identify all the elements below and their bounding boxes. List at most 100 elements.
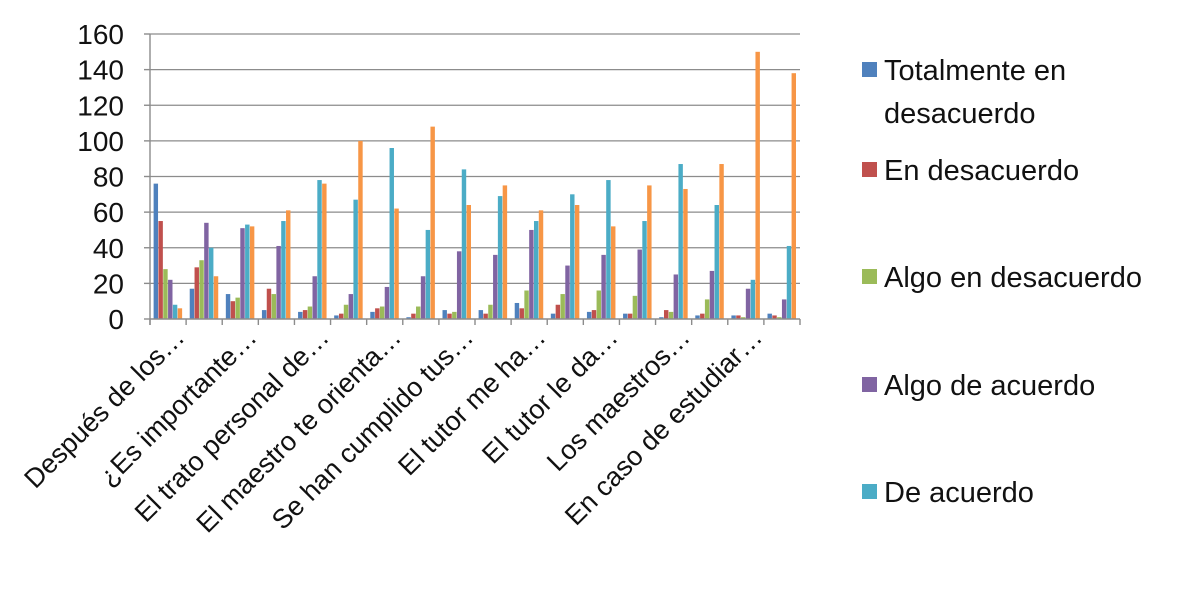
- axes: [144, 33, 801, 325]
- bar: [570, 194, 575, 319]
- bar: [637, 249, 642, 319]
- bar: [452, 311, 457, 320]
- bar: [204, 222, 209, 319]
- bar: [240, 228, 245, 319]
- bar: [550, 313, 556, 319]
- bar: [307, 306, 313, 319]
- bar: [353, 199, 358, 319]
- bar: [235, 297, 240, 320]
- bar: [678, 164, 683, 319]
- bar: [466, 205, 471, 319]
- bar: [358, 140, 363, 320]
- bar: [379, 306, 385, 319]
- bar: [659, 317, 664, 319]
- bar: [642, 221, 647, 319]
- bar: [208, 247, 214, 319]
- bars: [153, 51, 796, 320]
- bar: [153, 183, 159, 320]
- bar: [420, 276, 426, 319]
- bar: [704, 299, 710, 319]
- y-tick-label: 20: [93, 268, 124, 299]
- bar: [611, 226, 616, 320]
- bar: [714, 205, 719, 319]
- legend-swatch: [862, 377, 877, 392]
- bar: [281, 221, 286, 319]
- bar: [461, 169, 467, 320]
- bar: [343, 304, 349, 319]
- bar: [334, 315, 339, 319]
- bar: [781, 299, 787, 319]
- bar: [791, 73, 796, 319]
- bar: [348, 294, 354, 319]
- bar: [683, 188, 688, 319]
- legend-item-totalmente-en-desacuerdo: Totalmente en desacuerdo: [862, 50, 1174, 136]
- bar: [623, 313, 628, 319]
- bar: [425, 229, 431, 319]
- bar: [741, 317, 746, 319]
- bar: [266, 288, 272, 319]
- bar: [312, 276, 317, 319]
- bar: [663, 310, 669, 319]
- legend-label: Totalmente en desacuerdo: [884, 55, 1067, 130]
- y-tick-label: 160: [77, 19, 124, 50]
- bar: [591, 310, 597, 319]
- bar: [225, 294, 231, 319]
- bar: [163, 269, 168, 320]
- y-tick-label: 40: [93, 233, 124, 264]
- bar: [384, 286, 390, 319]
- bar: [213, 276, 219, 319]
- bar: [574, 205, 580, 319]
- legend-swatch: [862, 162, 877, 177]
- bar: [586, 311, 592, 320]
- bar: [673, 274, 679, 319]
- y-tick-label: 60: [93, 197, 124, 228]
- y-tick-label: 0: [108, 304, 124, 335]
- bar: [627, 313, 633, 319]
- bar: [411, 313, 416, 319]
- bar: [560, 294, 565, 319]
- legend-item-algo-en-desacuerdo: Algo en desacuerdo: [862, 257, 1174, 300]
- y-axis-tick-labels: 0 20 40 60 80 100 120 140 160: [77, 19, 124, 335]
- legend-swatch: [862, 269, 877, 284]
- legend-label: Algo en desacuerdo: [884, 262, 1142, 294]
- bar: [497, 196, 503, 319]
- bar: [430, 126, 435, 320]
- bar: [668, 311, 674, 320]
- bar: [416, 306, 421, 319]
- bar: [786, 245, 792, 319]
- bar: [230, 301, 236, 319]
- bar: [529, 229, 534, 319]
- legend-item-de-acuerdo: De acuerdo: [862, 472, 1174, 515]
- y-tick-label: 140: [77, 55, 124, 86]
- bar: [370, 311, 375, 320]
- bar: [322, 183, 327, 320]
- gridlines: [150, 33, 800, 284]
- bar: [168, 279, 173, 319]
- bar: [406, 317, 411, 319]
- bar: [261, 310, 267, 319]
- bar: [389, 148, 394, 319]
- bar: [700, 313, 705, 319]
- bar: [719, 164, 724, 319]
- legend-label: De acuerdo: [884, 477, 1034, 509]
- bar: [375, 308, 380, 319]
- bar: [189, 288, 195, 319]
- bar: [245, 224, 250, 319]
- bar: [519, 308, 524, 319]
- bar: [514, 302, 520, 319]
- bar: [488, 304, 493, 319]
- bar: [555, 304, 561, 319]
- bar: [731, 315, 736, 319]
- bar: [447, 313, 452, 319]
- legend-item-algo-de-acuerdo: Algo de acuerdo: [862, 365, 1174, 408]
- bar: [709, 270, 715, 319]
- bar: [158, 221, 163, 319]
- bar: [695, 315, 700, 319]
- bar: [456, 251, 462, 319]
- bar: [565, 265, 570, 319]
- y-tick-label: 100: [77, 126, 124, 157]
- bar: [647, 185, 652, 319]
- legend-label: Algo de acuerdo: [884, 370, 1096, 402]
- bar: [538, 210, 544, 319]
